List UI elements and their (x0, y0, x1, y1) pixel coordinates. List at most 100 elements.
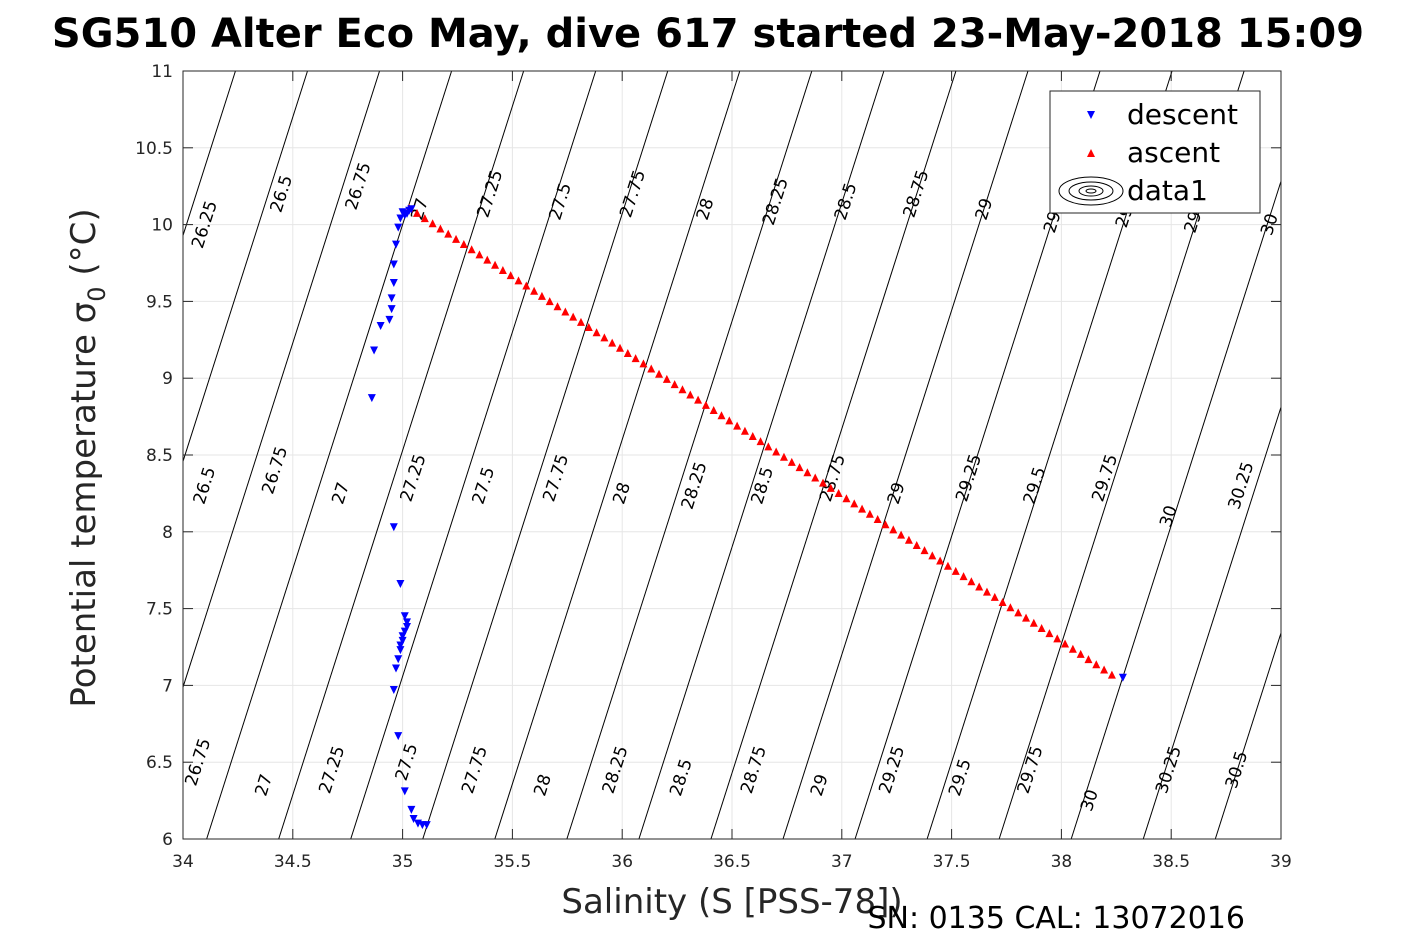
ascent-point (600, 333, 609, 342)
ascent-point (740, 426, 749, 435)
ascent-point (733, 421, 742, 430)
ascent-point (1068, 644, 1077, 653)
ascent-point (678, 385, 687, 394)
y-axis-ticks: 6 6.5 7 7.5 8 8.5 9 9.5 10 10.5 11 (135, 62, 1281, 850)
descent-point (385, 315, 394, 324)
x-tick-label: 34.5 (274, 852, 312, 872)
ascent-point (1084, 655, 1093, 664)
y-axis-label-main: Potential temperature σ (64, 302, 104, 708)
ascent-point (670, 380, 679, 389)
x-tick-label: 37 (831, 852, 853, 872)
x-tick-label: 35.5 (493, 852, 531, 872)
ascent-point (787, 457, 796, 466)
contour-line (782, 71, 1029, 839)
descent-point (367, 394, 376, 403)
ascent-point (1092, 660, 1101, 669)
x-tick-label: 37.5 (933, 852, 971, 872)
y-tick-label: 7 (162, 676, 173, 696)
ascent-point (1107, 670, 1116, 679)
x-tick-label: 34 (172, 852, 194, 872)
descent-point (1118, 673, 1127, 682)
descent-point (396, 646, 405, 655)
ascent-point (1053, 634, 1062, 643)
ascent-point (428, 219, 437, 228)
ascent-point (951, 566, 960, 575)
y-tick-label: 7.5 (146, 600, 173, 620)
contour-line (710, 71, 957, 839)
ascent-point (865, 509, 874, 518)
ascent-point (639, 359, 648, 368)
ascent-point (1022, 613, 1031, 622)
contour-line (278, 71, 525, 839)
descent-point (400, 787, 409, 796)
ascent-point (756, 437, 765, 446)
descent-point (407, 805, 416, 814)
y-tick-label: 8 (162, 523, 173, 543)
ascent-point (998, 598, 1007, 607)
y-tick-label: 10 (151, 216, 173, 236)
ascent-point (834, 489, 843, 498)
legend-box (1049, 90, 1261, 214)
ascent-point (990, 592, 999, 601)
ascent-point (491, 260, 500, 269)
ascent-point (967, 577, 976, 586)
contour-line (566, 71, 813, 839)
ascent-point (842, 494, 851, 503)
ascent-point (1037, 623, 1046, 632)
ascent-point (748, 431, 757, 440)
ascent-point (904, 535, 913, 544)
x-axis-ticks: 34 34.5 35 35.5 36 36.5 37 37.5 38 38.5 39 (172, 71, 1292, 872)
ascent-point (912, 540, 921, 549)
contour-line (422, 71, 669, 839)
ascent-point (764, 442, 773, 451)
ascent-point (701, 400, 710, 409)
descent-point (396, 641, 405, 650)
legend-descent-label: descent (1127, 98, 1238, 131)
ascent-point (975, 582, 984, 591)
legend-ascent-marker (1087, 149, 1095, 157)
ascent-point (1014, 608, 1023, 617)
ascent-point (1006, 603, 1015, 612)
descent-point (402, 623, 411, 632)
ascent-point (592, 328, 601, 337)
legend-ascent-label: ascent (1127, 136, 1220, 169)
ascent-point (553, 302, 562, 311)
descent-point (407, 205, 416, 214)
ascent-point (1045, 629, 1054, 638)
x-tick-label: 36.5 (713, 852, 751, 872)
descent-point (394, 732, 403, 741)
ascent-point (545, 297, 554, 306)
ascent-point (709, 406, 718, 415)
density-contours (183, 71, 1281, 839)
descent-point (398, 636, 407, 645)
y-tick-label: 11 (151, 62, 173, 82)
ascent-point (803, 468, 812, 477)
ascent-point (452, 234, 461, 243)
ascent-point (662, 374, 671, 383)
ascent-point (506, 271, 515, 280)
ascent-point (530, 286, 539, 295)
y-tick-label: 8.5 (146, 446, 173, 466)
descent-point (370, 346, 379, 355)
y-tick-label: 6 (162, 830, 173, 850)
ascent-point (467, 245, 476, 254)
ascent-point (959, 572, 968, 581)
ascent-point (772, 447, 781, 456)
y-tick-label: 9 (162, 369, 173, 389)
ascent-point (1029, 618, 1038, 627)
y-axis-label: Potential temperature σ0 (°C) (64, 208, 111, 707)
ascent-point (826, 483, 835, 492)
ascent-point (608, 338, 617, 347)
contour-line (494, 71, 741, 839)
descent-point (396, 214, 405, 223)
descent-point (400, 211, 409, 220)
x-tick-label: 38.5 (1152, 852, 1190, 872)
ascent-point (483, 255, 492, 264)
descent-point (389, 686, 398, 695)
descent-point (400, 627, 409, 636)
ascent-point (584, 323, 593, 332)
ascent-point (889, 525, 898, 534)
y-tick-label: 10.5 (135, 139, 173, 159)
ascent-point (873, 515, 882, 523)
